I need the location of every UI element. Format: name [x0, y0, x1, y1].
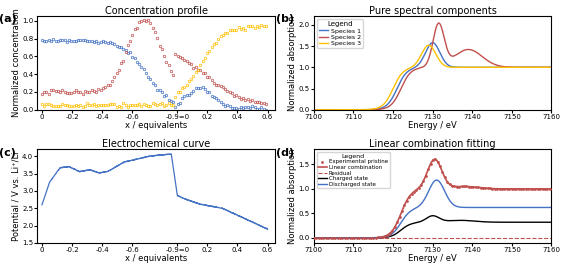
- Charged state: [405, 224, 411, 227]
- Linear combination: [405, 197, 411, 200]
- Species 3: [371, 107, 378, 110]
- X-axis label: Energy / eV: Energy / eV: [408, 254, 457, 263]
- Line: Discharged state: Discharged state: [314, 180, 551, 238]
- Line: Species 2: Species 2: [314, 23, 551, 110]
- Residual: [483, 236, 490, 240]
- Discharged state: [461, 206, 468, 209]
- Species 1: [418, 59, 424, 62]
- Linear combination: [483, 187, 490, 190]
- X-axis label: x / equivalents: x / equivalents: [125, 121, 187, 130]
- X-axis label: x / equivalents: x / equivalents: [125, 254, 187, 263]
- Y-axis label: Normalized absorption: Normalized absorption: [288, 15, 297, 111]
- Linear combination: [339, 236, 346, 240]
- Experimental pristine: [355, 236, 362, 240]
- Residual: [548, 236, 555, 240]
- Line: Charged state: Charged state: [314, 216, 551, 238]
- Experimental pristine: [434, 160, 441, 163]
- Charged state: [430, 214, 436, 217]
- Experimental pristine: [453, 185, 460, 188]
- Species 2: [548, 66, 555, 69]
- Charged state: [461, 219, 468, 222]
- Species 3: [490, 66, 496, 69]
- Line: Experimental pristine: Experimental pristine: [312, 158, 551, 239]
- Text: (b): (b): [276, 15, 294, 24]
- Discharged state: [548, 206, 555, 209]
- Species 2: [371, 108, 378, 111]
- Discharged state: [311, 236, 318, 240]
- Species 3: [548, 66, 555, 69]
- Experimental pristine: [530, 187, 537, 190]
- Residual: [405, 236, 411, 240]
- Experimental pristine: [546, 187, 553, 190]
- Line: Species 3: Species 3: [314, 45, 551, 110]
- Species 1: [353, 108, 359, 111]
- Species 3: [353, 108, 359, 111]
- Residual: [339, 236, 346, 240]
- Experimental pristine: [311, 236, 318, 240]
- Residual: [311, 236, 318, 240]
- Species 1: [430, 41, 436, 44]
- Experimental pristine: [432, 158, 439, 161]
- Title: Concentration profile: Concentration profile: [105, 6, 208, 16]
- Legend: Species 1, Species 2, Species 3: Species 1, Species 2, Species 3: [317, 19, 363, 48]
- Species 1: [548, 66, 555, 69]
- Title: Linear combination fitting: Linear combination fitting: [370, 139, 496, 149]
- Species 1: [490, 66, 496, 69]
- Species 3: [426, 44, 432, 47]
- Residual: [460, 236, 467, 240]
- Discharged state: [388, 233, 395, 236]
- Charged state: [339, 236, 346, 240]
- Text: (d): (d): [276, 148, 294, 158]
- X-axis label: Energy / eV: Energy / eV: [408, 121, 457, 130]
- Species 2: [418, 66, 424, 69]
- Species 2: [435, 22, 442, 25]
- Discharged state: [483, 206, 490, 209]
- Charged state: [548, 221, 555, 224]
- Discharged state: [433, 178, 440, 182]
- Experimental pristine: [537, 187, 543, 190]
- Title: Electrochemical curve: Electrochemical curve: [102, 139, 211, 149]
- Linear combination: [461, 185, 468, 188]
- Linear combination: [431, 158, 438, 161]
- Charged state: [388, 234, 395, 238]
- Species 2: [490, 62, 496, 65]
- Linear combination: [311, 236, 318, 240]
- Charged state: [484, 220, 491, 224]
- Text: (a): (a): [0, 15, 17, 24]
- Line: Linear combination: Linear combination: [314, 159, 551, 238]
- Linear combination: [484, 187, 491, 190]
- Species 1: [470, 66, 477, 69]
- Charged state: [483, 220, 490, 224]
- Y-axis label: Normalized concentration: Normalized concentration: [12, 9, 20, 118]
- Species 3: [311, 108, 318, 111]
- Y-axis label: Normalized absorption: Normalized absorption: [288, 148, 297, 244]
- Linear combination: [548, 187, 555, 190]
- Title: Pure spectral components: Pure spectral components: [368, 6, 496, 16]
- Y-axis label: Potential / V vs. Li⁺/Li: Potential / V vs. Li⁺/Li: [12, 151, 20, 241]
- Discharged state: [405, 212, 411, 215]
- Linear combination: [388, 230, 395, 233]
- Charged state: [311, 236, 318, 240]
- Species 3: [470, 66, 477, 69]
- Line: Species 1: Species 1: [314, 43, 551, 110]
- Species 2: [311, 108, 318, 111]
- Species 1: [451, 65, 458, 69]
- Species 2: [451, 54, 458, 58]
- Text: (c): (c): [0, 148, 16, 158]
- Experimental pristine: [365, 236, 372, 239]
- Residual: [388, 236, 395, 240]
- Discharged state: [339, 236, 346, 240]
- Species 3: [451, 66, 458, 69]
- Species 1: [371, 108, 378, 111]
- Species 2: [470, 49, 477, 52]
- Discharged state: [484, 206, 491, 209]
- Species 3: [418, 53, 424, 56]
- Residual: [482, 236, 489, 240]
- Species 2: [353, 108, 359, 111]
- Species 1: [311, 108, 318, 111]
- Legend: Experimental pristine, Linear combination, Residual, Charged state, Discharged s: Experimental pristine, Linear combinatio…: [316, 152, 389, 188]
